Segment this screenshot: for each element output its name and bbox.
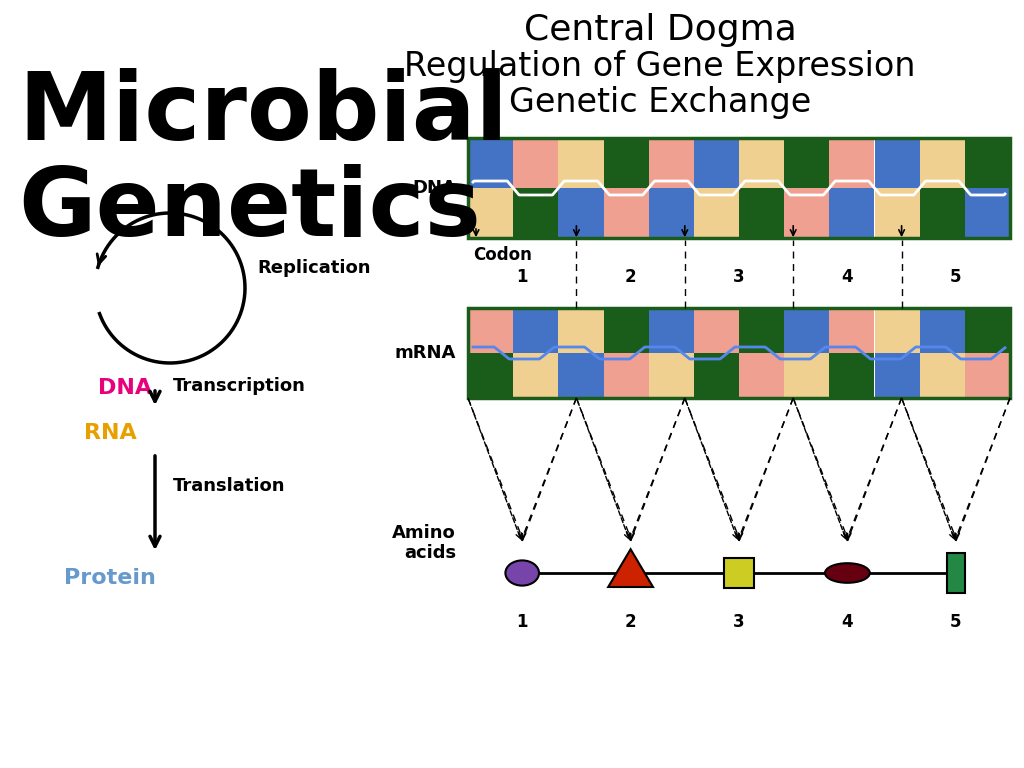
Text: RNA: RNA	[84, 423, 136, 443]
Bar	[874, 138, 920, 188]
Bar	[603, 138, 648, 188]
Text: 3: 3	[733, 613, 744, 631]
Bar	[513, 353, 558, 398]
Bar	[829, 308, 874, 353]
Bar	[648, 353, 694, 398]
Bar	[694, 138, 739, 188]
Text: Amino
acids: Amino acids	[392, 524, 456, 562]
Bar	[694, 308, 739, 353]
Bar	[468, 353, 513, 398]
Text: 1: 1	[516, 268, 528, 286]
Text: Codon: Codon	[473, 246, 531, 264]
Bar	[784, 188, 829, 238]
Text: Microbial
Genetics: Microbial Genetics	[18, 68, 508, 256]
Text: Regulation of Gene Expression: Regulation of Gene Expression	[404, 50, 915, 83]
Bar	[694, 188, 739, 238]
Bar	[920, 138, 965, 188]
Text: DNA: DNA	[98, 378, 152, 398]
Text: 2: 2	[625, 268, 636, 286]
Text: Genetic Exchange: Genetic Exchange	[509, 86, 811, 119]
Bar	[468, 138, 513, 188]
Bar	[603, 308, 648, 353]
Text: Transcription: Transcription	[173, 377, 306, 395]
Text: 4: 4	[842, 268, 853, 286]
Bar	[468, 138, 1010, 238]
Bar	[739, 308, 784, 353]
Bar	[694, 353, 739, 398]
Text: 4: 4	[842, 613, 853, 631]
Bar	[739, 188, 784, 238]
Ellipse shape	[506, 561, 539, 585]
Bar	[920, 308, 965, 353]
Text: 3: 3	[733, 268, 744, 286]
Bar	[784, 353, 829, 398]
Bar	[965, 188, 1010, 238]
Bar	[513, 138, 558, 188]
Text: Protein: Protein	[65, 568, 156, 588]
Bar	[558, 308, 603, 353]
Bar	[874, 188, 920, 238]
Bar	[920, 353, 965, 398]
Polygon shape	[608, 549, 653, 587]
Bar	[558, 138, 603, 188]
Text: 2: 2	[625, 613, 636, 631]
Text: 1: 1	[516, 613, 528, 631]
Bar	[513, 308, 558, 353]
Bar	[965, 353, 1010, 398]
Bar	[829, 353, 874, 398]
Bar	[784, 138, 829, 188]
Bar	[739, 353, 784, 398]
Bar	[558, 353, 603, 398]
Bar	[468, 188, 513, 238]
Bar	[965, 308, 1010, 353]
Bar	[468, 308, 1010, 398]
Bar	[874, 353, 920, 398]
Bar	[513, 188, 558, 238]
Bar	[558, 188, 603, 238]
Bar	[965, 138, 1010, 188]
Bar	[829, 138, 874, 188]
Bar	[648, 188, 694, 238]
Bar	[648, 308, 694, 353]
Text: 5: 5	[950, 613, 962, 631]
Text: Translation: Translation	[173, 477, 286, 495]
Text: DNA: DNA	[412, 179, 456, 197]
Bar	[784, 308, 829, 353]
Bar	[874, 308, 920, 353]
Bar	[947, 554, 965, 593]
Bar	[920, 188, 965, 238]
Ellipse shape	[825, 563, 869, 583]
Text: Replication: Replication	[257, 259, 371, 277]
Text: 5: 5	[950, 268, 962, 286]
Bar	[603, 353, 648, 398]
Bar	[724, 558, 755, 588]
Text: mRNA: mRNA	[394, 344, 456, 362]
Bar	[829, 188, 874, 238]
Text: Central Dogma: Central Dogma	[523, 13, 797, 47]
Bar	[739, 138, 784, 188]
Bar	[648, 138, 694, 188]
Bar	[603, 188, 648, 238]
Bar	[468, 308, 513, 353]
